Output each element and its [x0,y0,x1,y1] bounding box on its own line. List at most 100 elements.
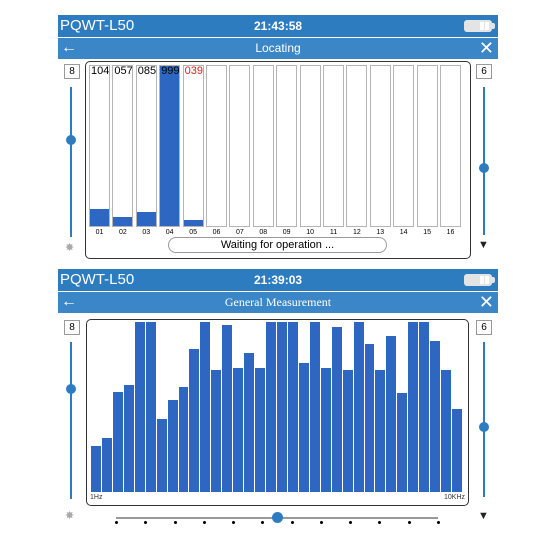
slider-tick [437,521,440,524]
spectrum-bar [244,352,255,492]
channel-column[interactable] [182,65,204,227]
spectrum-bar [430,340,441,492]
general-measurement-screen: PQWT-L50 21:39:03 ← General Measurement … [58,269,498,531]
left-slider-knob[interactable] [66,384,76,395]
channel-column[interactable] [252,65,274,227]
spectrum-bar [441,369,452,492]
spectrum-bar [364,344,375,492]
channel-column[interactable] [299,65,321,227]
channel-readout: 039 [184,65,203,77]
channel-column[interactable] [346,65,368,227]
channel-column[interactable] [89,65,110,227]
channel-label: 07 [235,229,244,236]
back-arrow-icon[interactable]: ← [61,293,77,310]
channel-label: 16 [446,229,455,236]
clock: 21:39:03 [254,273,303,287]
spectrum-chart [91,322,463,492]
right-slider-knob[interactable] [479,422,489,433]
channel-readout: 057 [114,65,133,77]
channel-level-bar [183,219,203,226]
spectrum-bar [298,362,309,492]
left-slider-knob[interactable] [66,134,76,145]
x-end-label: 10KHz [443,494,465,501]
spectrum-panel: 1Hz 10KHz [86,319,469,506]
channel-label: 10 [306,229,314,236]
channel-column[interactable] [135,65,157,227]
slider-tick [319,521,323,524]
spectrum-bar [342,369,353,492]
page-title: Locating [255,41,301,55]
title-bar: ← General Measurement ✕ [58,292,498,313]
fade-icon[interactable]: ✸ [65,510,75,522]
left-slider-track[interactable] [70,87,72,237]
spectrum-bar [331,327,342,492]
channel-column[interactable] [112,65,134,227]
left-value-box[interactable]: 8 [64,320,80,335]
x-start-label: 1Hz [90,494,103,501]
channel-label: 05 [189,229,197,236]
spectrum-bar [222,325,233,492]
right-slider-track[interactable] [483,342,485,497]
channel-column[interactable] [393,65,415,227]
right-value-box[interactable]: 6 [476,320,492,335]
spectrum-bar [320,367,331,492]
spectrum-bar [156,418,167,492]
spectrum-bar [353,322,364,492]
slider-tick [115,521,118,524]
channel-label: 14 [399,229,408,236]
battery-icon [464,274,495,286]
channel-label: 02 [118,229,127,236]
spectrum-bar [200,322,211,492]
funnel-icon[interactable]: ▼ [478,510,489,522]
channel-column[interactable] [159,65,181,227]
spectrum-bar [309,322,320,492]
spectrum-bar [375,369,386,492]
spectrum-bar [211,369,222,492]
spectrum-bar [287,322,298,492]
channel-column[interactable] [206,65,227,227]
channel-label: 15 [423,229,431,236]
channel-column[interactable] [323,65,344,227]
funnel-icon[interactable]: ▼ [478,239,489,251]
channel-column[interactable] [440,65,461,227]
frequency-slider-knob[interactable] [272,512,283,523]
channel-label: 03 [142,229,151,236]
spectrum-bar [178,386,189,492]
spectrum-bar [112,391,123,492]
close-icon[interactable]: ✕ [478,38,494,58]
back-arrow-icon[interactable]: ← [61,39,77,56]
right-slider-track[interactable] [483,87,485,235]
slider-tick [232,521,236,524]
right-value-box[interactable]: 6 [476,64,492,79]
slider-tick [261,521,265,524]
channel-label: 01 [95,229,104,236]
left-value-box[interactable]: 8 [64,64,80,79]
slider-tick [378,521,382,524]
status-message: Waiting for operation ... [168,237,387,253]
spectrum-bar [145,322,156,492]
channel-column[interactable] [416,65,438,227]
channel-column[interactable] [229,65,251,227]
right-slider-knob[interactable] [479,163,489,174]
channel-panel: 104 057 085 999 039 01 02 03 04 05 06 07 08 09 10 11 12… [85,61,471,259]
channel-readout: 085 [137,65,157,77]
app-name: PQWT-L50 [60,17,135,34]
left-slider-track[interactable] [70,342,72,499]
slider-tick [290,521,294,524]
page-title: General Measurement [224,295,332,309]
spectrum-bar [408,322,419,492]
channel-column[interactable] [276,65,298,227]
channel-label: 06 [212,229,221,236]
close-icon[interactable]: ✕ [478,292,494,312]
spectrum-bar [452,408,462,492]
fade-icon[interactable]: ✸ [65,242,75,254]
spectrum-bar [419,322,430,492]
spectrum-bar [255,367,266,492]
slider-tick [144,521,148,524]
slider-tick [407,521,411,524]
slider-tick [202,521,206,524]
channel-label: 09 [282,229,291,236]
spectrum-bar [167,400,178,492]
channel-column[interactable] [369,65,391,227]
channel-label: 12 [352,229,361,236]
